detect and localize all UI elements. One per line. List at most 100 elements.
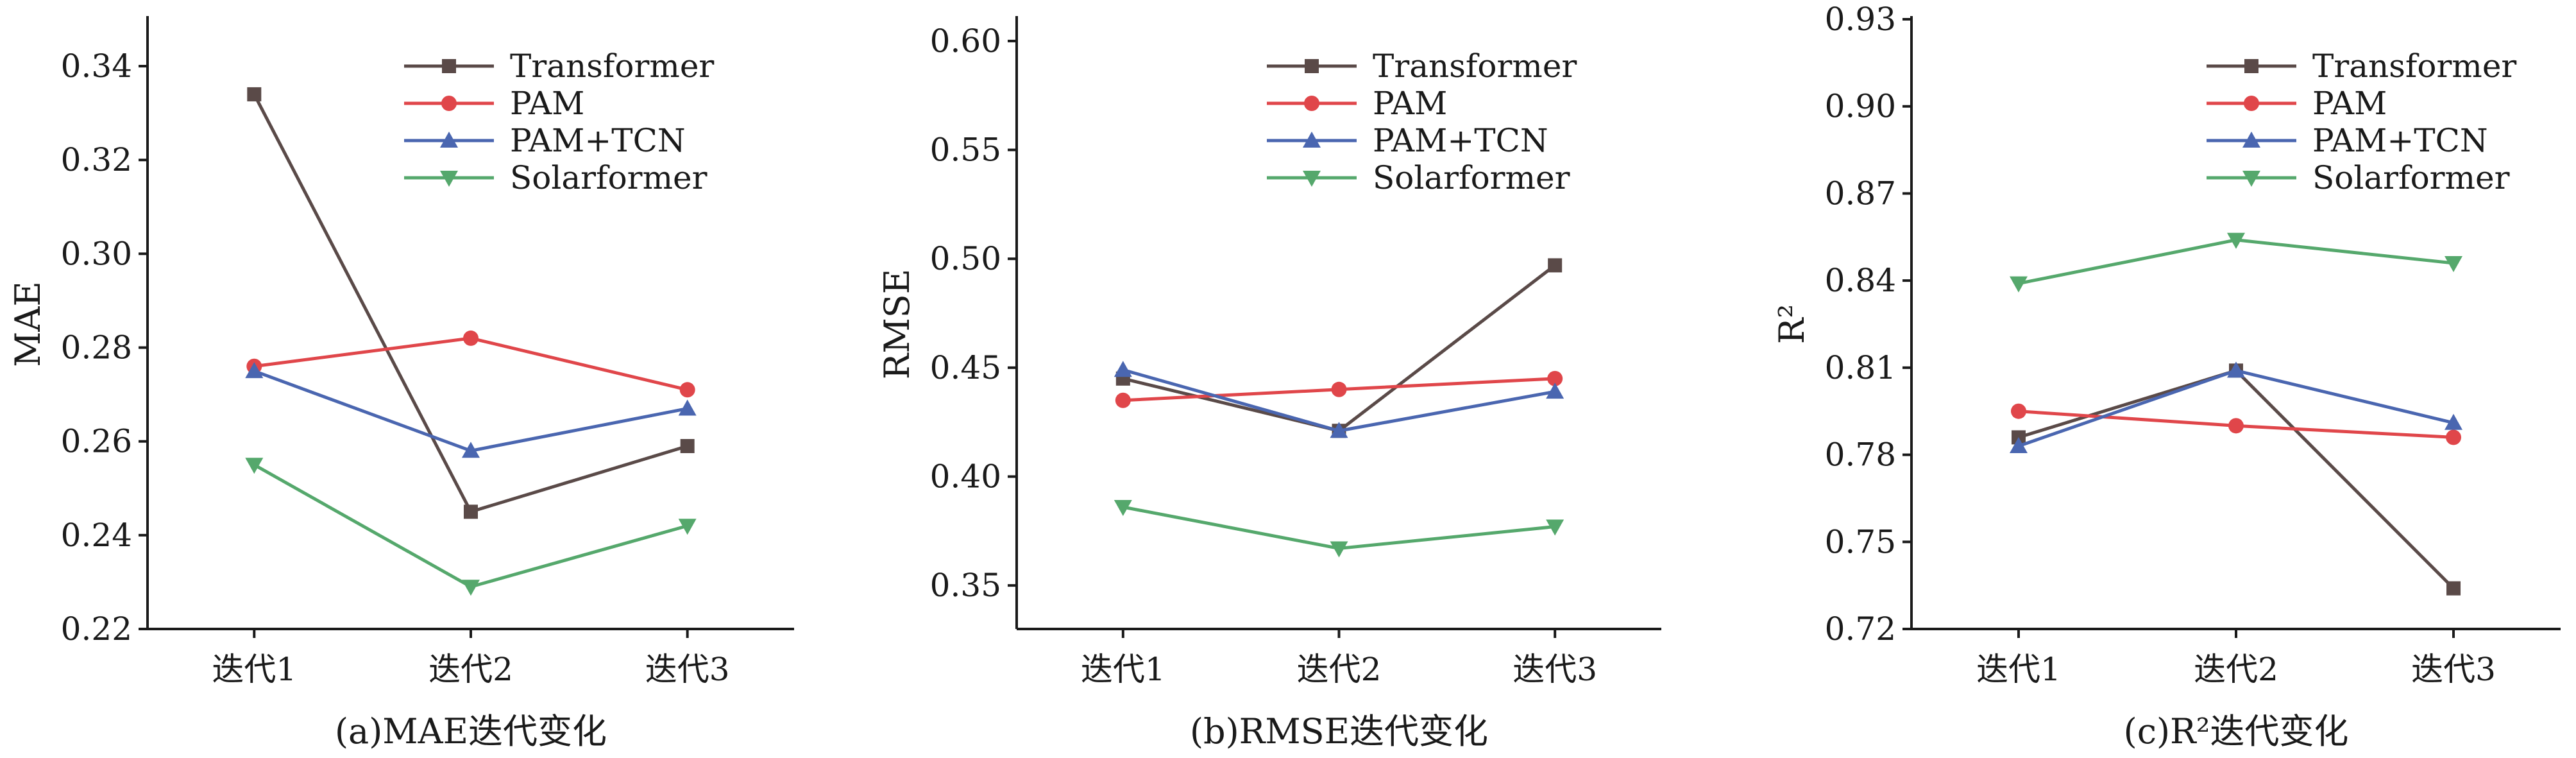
series-pam bbox=[246, 330, 695, 398]
legend-label: Solarformer bbox=[510, 159, 708, 196]
y-axis-title: R² bbox=[1772, 304, 1812, 344]
data-point-pam-plus-tcn bbox=[2009, 437, 2028, 453]
legend-marker bbox=[2244, 96, 2259, 111]
data-point-pam-plus-tcn bbox=[1114, 361, 1132, 377]
data-point-solarformer bbox=[1546, 519, 1564, 536]
legend-marker bbox=[2242, 171, 2260, 187]
y-tick-label: 0.50 bbox=[930, 240, 1001, 277]
y-tick-label: 0.30 bbox=[61, 235, 132, 272]
legend-marker bbox=[440, 132, 458, 148]
legend-label: Transformer bbox=[1373, 47, 1577, 85]
y-tick-label: 0.26 bbox=[61, 423, 132, 460]
data-point-pam-plus-tcn bbox=[462, 442, 480, 458]
data-point-transformer bbox=[1548, 258, 1563, 273]
legend-label: PAM bbox=[1373, 85, 1447, 122]
data-point-solarformer bbox=[462, 580, 480, 596]
series-transformer bbox=[247, 87, 695, 519]
y-tick-label: 0.81 bbox=[1825, 349, 1896, 386]
y-axis-title: MAE bbox=[8, 281, 48, 367]
series-transformer bbox=[2011, 363, 2461, 596]
legend-item-pam: PAM bbox=[2207, 85, 2387, 122]
data-point-solarformer bbox=[1114, 500, 1132, 516]
x-tick-label: 迭代2 bbox=[428, 651, 513, 688]
data-point-pam-plus-tcn bbox=[1546, 383, 1564, 399]
data-point-transformer bbox=[2446, 581, 2461, 596]
data-point-transformer bbox=[680, 439, 695, 453]
series-pam-plus-tcn bbox=[245, 362, 697, 458]
legend-marker bbox=[1303, 171, 1321, 187]
legend-label: PAM+TCN bbox=[1373, 122, 1548, 159]
legend-item-pam-plus-tcn: PAM+TCN bbox=[404, 122, 686, 159]
series-line-pam bbox=[253, 336, 688, 392]
data-point-solarformer bbox=[2445, 256, 2463, 272]
legend-item-pam-plus-tcn: PAM+TCN bbox=[1267, 122, 1548, 159]
y-tick-label: 0.28 bbox=[61, 329, 132, 366]
data-point-pam bbox=[2010, 403, 2026, 419]
y-tick-label: 0.22 bbox=[61, 610, 132, 648]
y-axis-title: RMSE bbox=[877, 269, 917, 379]
series-solarformer bbox=[2009, 232, 2463, 293]
data-point-pam-plus-tcn bbox=[678, 399, 697, 416]
y-tick-label: 0.84 bbox=[1825, 262, 1896, 299]
chart-panel-2: 0.35 0.40 0.45 0.50 0.55 0.60 迭代1 迭代2 迭代3 RMSE (b)… bbox=[877, 16, 1661, 752]
series-pam-plus-tcn bbox=[1114, 361, 1564, 438]
legend-marker bbox=[1303, 132, 1321, 148]
chart-panel-3: 0.72 0.75 0.78 0.81 0.84 0.87 0.90 0.93 迭代1 迭代2 迭代… bbox=[1772, 1, 2561, 752]
y-tick-label: 0.93 bbox=[1825, 1, 1896, 38]
legend-label: PAM+TCN bbox=[2312, 122, 2488, 159]
legend-marker bbox=[442, 59, 456, 73]
data-point-solarformer bbox=[245, 458, 264, 474]
x-tick-label: 迭代3 bbox=[1513, 651, 1597, 688]
series-line-transformer bbox=[2018, 368, 2455, 590]
legend-item-pam: PAM bbox=[1267, 85, 1447, 122]
legend-label: Transformer bbox=[2312, 47, 2516, 85]
series-pam bbox=[1115, 370, 1563, 408]
legend-item-solarformer: Solarformer bbox=[2207, 159, 2510, 196]
series-line-solarformer bbox=[253, 463, 688, 589]
y-tick-label: 0.34 bbox=[61, 47, 132, 85]
legend-item-solarformer: Solarformer bbox=[404, 159, 708, 196]
series-solarformer bbox=[1114, 500, 1564, 558]
y-tick-label: 0.78 bbox=[1825, 436, 1896, 474]
x-tick-label: 迭代3 bbox=[645, 651, 730, 688]
data-point-pam bbox=[1115, 392, 1131, 408]
legend-item-pam-plus-tcn: PAM+TCN bbox=[2207, 122, 2488, 159]
legend-label: Solarformer bbox=[2312, 159, 2510, 196]
legend-item-transformer: Transformer bbox=[404, 47, 714, 85]
data-point-pam bbox=[463, 330, 479, 346]
data-point-pam-plus-tcn bbox=[2445, 413, 2463, 430]
y-tick-label: 0.90 bbox=[1825, 88, 1896, 125]
data-point-pam bbox=[1331, 381, 1347, 397]
data-point-solarformer bbox=[2227, 232, 2245, 249]
legend-marker bbox=[441, 96, 457, 111]
data-point-pam bbox=[2446, 429, 2462, 445]
legend-marker bbox=[2242, 132, 2260, 148]
data-point-pam-plus-tcn bbox=[1330, 422, 1348, 438]
series-solarformer bbox=[245, 458, 697, 596]
series-pam bbox=[2010, 403, 2462, 445]
series-line-transformer bbox=[1123, 264, 1556, 433]
legend-marker bbox=[1304, 96, 1319, 111]
y-tick-label: 0.35 bbox=[930, 567, 1001, 604]
series-line-pam-plus-tcn bbox=[1123, 368, 1555, 433]
legend-marker bbox=[440, 171, 458, 187]
data-point-pam-plus-tcn bbox=[2227, 361, 2245, 378]
legend-label: PAM+TCN bbox=[510, 122, 686, 159]
data-point-solarformer bbox=[2009, 276, 2028, 293]
x-tick-label: 迭代2 bbox=[1297, 651, 1382, 688]
y-tick-label: 0.45 bbox=[930, 349, 1001, 386]
legend-item-transformer: Transformer bbox=[1267, 47, 1577, 85]
y-tick-label: 0.40 bbox=[930, 458, 1001, 495]
x-tick-label: 迭代1 bbox=[1081, 651, 1165, 688]
y-tick-label: 0.60 bbox=[930, 22, 1001, 60]
chart-caption: (b)RMSE迭代变化 bbox=[1190, 711, 1488, 752]
data-point-pam bbox=[2228, 418, 2244, 434]
legend-item-pam: PAM bbox=[404, 85, 584, 122]
y-tick-label: 0.72 bbox=[1825, 610, 1896, 648]
chart-caption: (a)MAE迭代变化 bbox=[335, 711, 607, 752]
legend-item-solarformer: Solarformer bbox=[1267, 159, 1570, 196]
data-point-pam-plus-tcn bbox=[245, 362, 264, 379]
